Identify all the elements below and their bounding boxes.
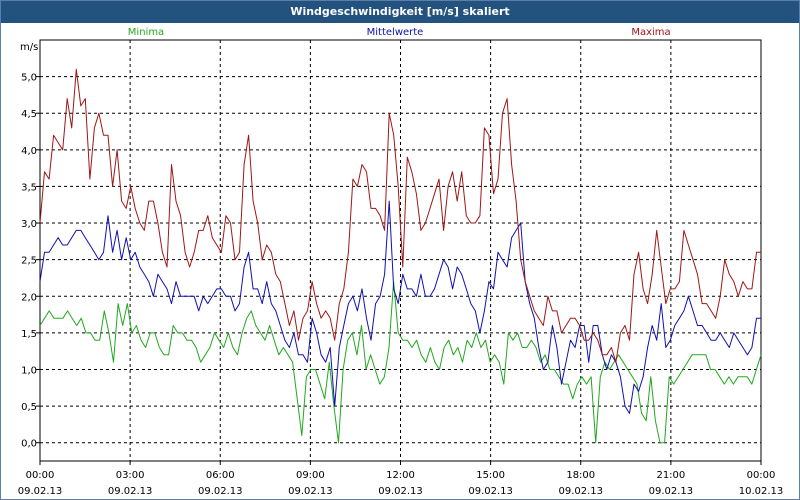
x-tick-time: 00:00 <box>26 470 55 481</box>
y-tick-label: 3,0 <box>21 219 37 230</box>
series-line-mittelwerte <box>39 200 761 414</box>
x-tick-time: 00:00 <box>747 470 776 481</box>
legend-maxima: Maxima <box>631 27 670 38</box>
x-axis-ticks: 00:00 09.02.13 03:00 09.02.13 06:00 09.02.13 0… <box>18 461 784 497</box>
y-tick-label: 3,5 <box>21 182 37 193</box>
x-tick-date: 10.02.13 <box>739 486 784 497</box>
x-tick-time: 12:00 <box>386 470 415 481</box>
x-tick-time: 09:00 <box>296 470 325 481</box>
x-tick-date: 09.02.13 <box>558 486 603 497</box>
x-tick-time: 18:00 <box>566 470 595 481</box>
x-tick-date: 09.02.13 <box>198 486 243 497</box>
legend-mittelwerte: Mittelwerte <box>367 27 424 38</box>
y-tick-label: 1,0 <box>21 365 37 376</box>
y-tick-label: 2,5 <box>21 256 37 267</box>
x-tick-date: 09.02.13 <box>649 486 694 497</box>
x-tick-time: 21:00 <box>656 470 685 481</box>
x-tick-date: 09.02.13 <box>378 486 423 497</box>
x-tick-date: 09.02.13 <box>288 486 333 497</box>
x-tick-time: 15:00 <box>476 470 505 481</box>
x-tick-date: 09.02.13 <box>108 486 153 497</box>
y-tick-label: 4,5 <box>21 109 37 120</box>
y-axis-label: m/s <box>20 42 38 53</box>
x-tick-date: 09.02.13 <box>468 486 513 497</box>
y-tick-label: 0,0 <box>21 439 37 450</box>
series-line-minima <box>39 281 762 444</box>
y-tick-label: 4,0 <box>21 146 37 157</box>
x-tick-time: 03:00 <box>116 470 145 481</box>
y-axis-ticks: 0,0 0,5 1,0 1,5 2,0 2,5 3,0 3,5 4,0 4,5 5,0 <box>21 73 40 450</box>
chart-title: Windgeschwindigkeit [m/s] skaliert <box>1 1 799 23</box>
series-line-maxima <box>39 68 761 363</box>
x-tick-date: 09.02.13 <box>18 486 63 497</box>
y-tick-label: 2,0 <box>21 292 37 303</box>
y-tick-label: 1,5 <box>21 329 37 340</box>
y-tick-label: 0,5 <box>21 402 37 413</box>
x-tick-time: 06:00 <box>206 470 235 481</box>
series-layer <box>39 68 762 444</box>
legend-minima: Minima <box>128 27 164 38</box>
y-tick-label: 5,0 <box>21 73 37 84</box>
